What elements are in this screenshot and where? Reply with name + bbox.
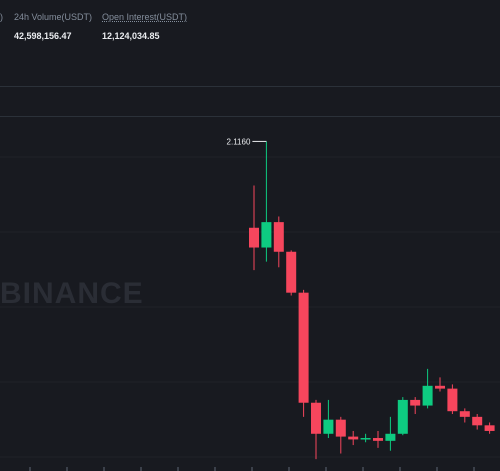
- ticker-stats-bar: ) 24h Volume(USDT) 42,598,156.47 Open In…: [0, 0, 500, 86]
- candle-body[interactable]: [261, 222, 272, 248]
- candle-body[interactable]: [286, 251, 297, 293]
- binance-watermark: BINANCE: [0, 277, 144, 310]
- toolbar-divider: [0, 116, 500, 117]
- open-interest-value: 12,124,034.85: [102, 31, 160, 41]
- open-interest-stat[interactable]: Open Interest(USDT) 12,124,034.85: [102, 12, 187, 41]
- open-interest-label[interactable]: Open Interest(USDT): [102, 12, 188, 22]
- volume-label: 24h Volume(USDT): [14, 12, 93, 22]
- candle-body[interactable]: [397, 399, 408, 434]
- candle-body[interactable]: [273, 222, 284, 252]
- candle-body[interactable]: [472, 416, 483, 426]
- candles-group: [249, 141, 495, 460]
- candle-body[interactable]: [459, 411, 470, 417]
- candle-body[interactable]: [348, 436, 359, 440]
- candle-body[interactable]: [298, 292, 309, 403]
- candlestick-chart[interactable]: BINANCE 2.1160: [0, 117, 500, 471]
- candle-body[interactable]: [435, 385, 445, 389]
- candle-body[interactable]: [323, 419, 334, 434]
- candle-body[interactable]: [410, 399, 421, 406]
- candle-body[interactable]: [447, 388, 458, 412]
- high-price-marker: 2.1160: [227, 137, 267, 146]
- candle-body[interactable]: [311, 402, 321, 434]
- price-chart[interactable]: BINANCE 2.1160: [0, 117, 500, 471]
- stats-divider: [0, 86, 500, 87]
- x-axis-ticks: [29, 467, 475, 471]
- high-price-label: 2.1160: [227, 137, 251, 146]
- candle-body[interactable]: [373, 438, 383, 441]
- candle-body[interactable]: [249, 227, 259, 248]
- chart-toolbar: [0, 87, 500, 116]
- candle-body[interactable]: [360, 438, 371, 440]
- candle-body[interactable]: [484, 425, 495, 431]
- candle-body[interactable]: [335, 419, 346, 437]
- volume-value: 42,598,156.47: [14, 31, 72, 41]
- volume-stat: 24h Volume(USDT) 42,598,156.47: [14, 12, 92, 41]
- candle-body[interactable]: [422, 385, 433, 406]
- truncated-stat-edge: ): [0, 12, 3, 22]
- candle-body[interactable]: [385, 433, 396, 441]
